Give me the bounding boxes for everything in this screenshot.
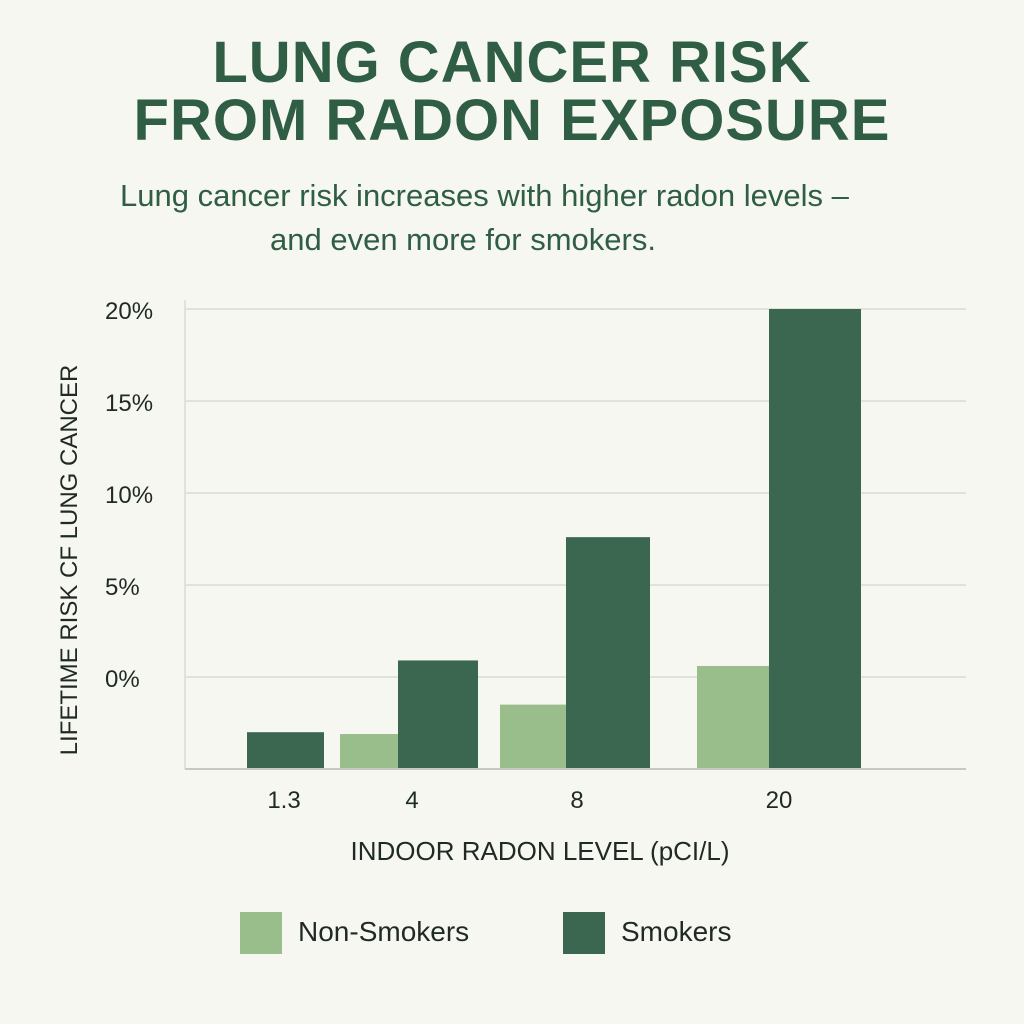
y-tick-label: 20% [105,298,153,325]
y-tick-label: 0% [105,666,140,693]
bar-non-smokers [500,704,566,769]
x-tick-label: 1.3 [267,787,300,814]
x-axis-title: INDOOR RADON LEVEL (pCI/L) [350,836,729,866]
x-tick-label: 8 [570,787,583,814]
bar-smokers [398,660,478,769]
bar-smokers [247,732,324,769]
y-axis-title: LIFETIME RISK CF LUNG CANCER [56,365,83,756]
title-line-2: FROM RADON EXPOSURE [133,88,891,153]
chart-title: LUNG CANCER RISK FROM RADON EXPOSURE [0,34,1024,150]
bar-layer [247,309,861,769]
legend-label-smokers: Smokers [621,916,732,947]
axis-layer: 20% 15% 10% 5% 0% 1.3 4 8 20 INDOOR RADON LEVEL (… [56,298,966,866]
bar-smokers [566,537,650,769]
y-tick-label: 15% [105,390,153,417]
subtitle-line-1: Lung cancer risk increases with higher r… [120,178,849,213]
title-line-1: LUNG CANCER RISK [212,30,812,95]
bar-smokers [769,309,861,769]
x-tick-label: 4 [405,787,418,814]
bar-non-smokers [340,734,398,769]
y-tick-label: 10% [105,482,153,509]
y-tick-label: 5% [105,574,140,601]
legend-label-non-smokers: Non-Smokers [298,916,470,947]
legend-swatch-non-smokers [240,912,282,954]
subtitle-line-2: and even more for smokers. [270,222,656,257]
legend-swatch-smokers [563,912,605,954]
x-tick-label: 20 [766,787,793,814]
bar-non-smokers [697,665,769,769]
